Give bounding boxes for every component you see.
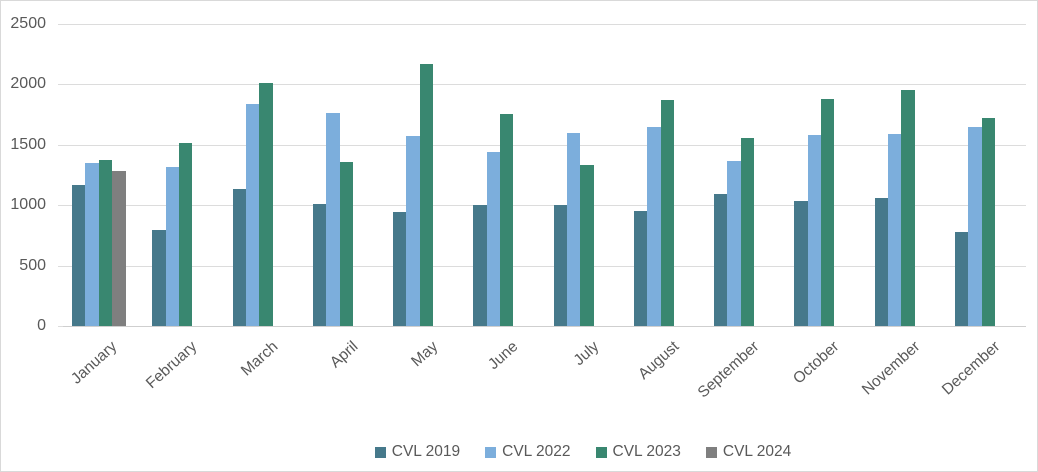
bar-cvl-2019 xyxy=(794,200,808,326)
bar-cvl-2019 xyxy=(72,184,86,326)
bar-group-may xyxy=(384,24,464,326)
legend-swatch-icon xyxy=(374,446,386,458)
bar-cvl-2023 xyxy=(98,159,113,326)
y-tick-label: 1500 xyxy=(10,135,46,153)
bar-cvl-2023 xyxy=(419,63,434,326)
gridline xyxy=(58,205,1026,207)
bar-group-april xyxy=(304,24,384,326)
legend-label: CVL 2022 xyxy=(502,443,571,460)
y-tick-label: 500 xyxy=(19,256,46,274)
bar-cvl-2019 xyxy=(714,194,728,326)
bar-cvl-2023 xyxy=(901,90,915,326)
legend-item-cvl-2022: CVL 2022 xyxy=(485,443,571,461)
bar-group-september xyxy=(705,24,785,326)
bar-cvl-2022 xyxy=(406,135,420,326)
x-tick-label: February xyxy=(143,338,201,393)
bar-cvl-2019 xyxy=(473,205,487,326)
bar-cvl-2019 xyxy=(954,231,969,326)
legend: CVL 2019 CVL 2022 CVL 2023 CVL 2024 xyxy=(65,443,1037,461)
bar-group-january xyxy=(63,24,143,326)
bar-cvl-2019 xyxy=(312,204,327,326)
bar-cvl-2019 xyxy=(393,212,407,326)
bar-cvl-2022 xyxy=(486,152,501,326)
plot-area xyxy=(58,24,1026,327)
bar-cvl-2022 xyxy=(647,126,661,326)
bar-cvl-2023 xyxy=(500,114,514,326)
legend-label: CVL 2024 xyxy=(722,443,792,460)
y-tick-label: 2000 xyxy=(10,75,46,93)
y-tick-label: 0 xyxy=(37,317,46,334)
bar-cvl-2023 xyxy=(660,100,674,326)
bar-cvl-2023 xyxy=(259,83,273,326)
axis-tick xyxy=(58,326,63,327)
bar-cvl-2022 xyxy=(968,126,982,326)
y-tick-label: 2500 xyxy=(10,15,46,32)
legend-item-cvl-2023: CVL 2023 xyxy=(595,443,681,461)
bar-cvl-2022 xyxy=(326,112,340,326)
bar-cvl-2023 xyxy=(981,118,995,326)
bar-group-august xyxy=(625,24,705,326)
bar-cvl-2022 xyxy=(245,103,260,326)
bar-cvl-2023 xyxy=(821,98,835,326)
bar-group-october xyxy=(785,24,865,326)
gridline xyxy=(58,24,1026,25)
bar-cvl-2022 xyxy=(887,133,902,326)
gridline xyxy=(58,84,1026,86)
bar-cvl-2023 xyxy=(740,137,755,326)
bar-groups xyxy=(63,24,1026,326)
bar-group-february xyxy=(143,24,223,326)
bar-cvl-2023 xyxy=(580,165,594,326)
bar-cvl-2019 xyxy=(633,211,648,326)
bar-cvl-2022 xyxy=(85,162,99,326)
bar-cvl-2022 xyxy=(727,160,741,326)
bar-cvl-2019 xyxy=(152,229,166,326)
bar-group-december xyxy=(946,24,1026,326)
legend-label: CVL 2023 xyxy=(612,443,681,460)
bar-group-november xyxy=(866,24,946,326)
legend-swatch-icon xyxy=(485,446,497,458)
bar-group-june xyxy=(464,24,544,326)
bar-cvl-2023 xyxy=(339,161,353,326)
bar-cvl-2019 xyxy=(232,188,246,326)
x-tick-label: June xyxy=(485,338,522,374)
legend-swatch-icon xyxy=(705,446,717,458)
bar-cvl-2019 xyxy=(874,197,888,326)
gridline xyxy=(58,265,1026,267)
bar-cvl-2022 xyxy=(807,134,822,326)
legend-label: CVL 2019 xyxy=(391,443,461,460)
y-tick-label: 1000 xyxy=(10,196,46,214)
gridline xyxy=(58,144,1026,146)
legend-swatch-icon xyxy=(595,446,607,458)
bar-cvl-2019 xyxy=(553,205,567,326)
bar-cvl-2022 xyxy=(566,132,581,326)
bar-cvl-2022 xyxy=(165,166,180,326)
bar-group-march xyxy=(224,24,304,326)
x-tick-label: October xyxy=(790,338,843,388)
bar-group-july xyxy=(545,24,625,326)
bar-cvl-2023 xyxy=(179,143,193,326)
bar-cvl-2024 xyxy=(112,170,126,326)
legend-item-cvl-2024: CVL 2024 xyxy=(705,443,792,461)
legend-item-cvl-2019: CVL 2019 xyxy=(374,443,461,461)
